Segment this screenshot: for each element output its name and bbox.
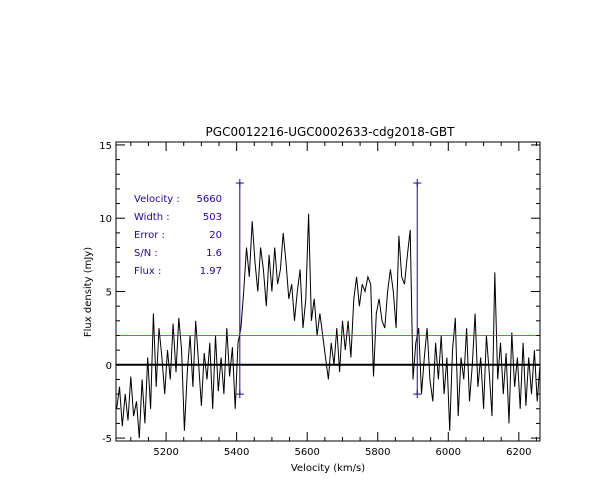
x-tick-label: 5600: [294, 447, 319, 458]
y-tick-label: 15: [99, 141, 112, 152]
y-tick-label: 10: [99, 214, 112, 225]
info-value: 20: [209, 230, 222, 241]
plot-frame: [115, 141, 541, 442]
info-label: Velocity :: [134, 194, 180, 205]
x-tick-label: 6200: [506, 447, 531, 458]
plot-area: [116, 179, 540, 439]
spectrum-line: [116, 213, 540, 439]
chart-title: PGC0012216-UGC0002633-cdg2018-GBT: [206, 125, 456, 139]
x-axis-label: Velocity (km/s): [291, 463, 365, 474]
y-axis-label: Flux density (mJy): [83, 247, 94, 337]
axes: 5200 5400 5600 5800 6000 6200 -5 0 5 10 15: [99, 141, 541, 458]
x-tick-label: 6000: [436, 447, 461, 458]
info-label: Flux :: [134, 266, 161, 277]
info-value: 503: [203, 212, 222, 223]
info-value: 1.6: [206, 248, 222, 259]
info-label: S/N :: [134, 248, 158, 259]
y-tick-label: 5: [106, 288, 112, 299]
info-value: 1.97: [200, 266, 222, 277]
y-tick-label: 0: [106, 361, 112, 372]
y-tick-label: -5: [102, 434, 112, 445]
x-tick-label: 5200: [153, 447, 178, 458]
x-tick-label: 5800: [365, 447, 390, 458]
info-box: Velocity : 5660 Width : 503 Error : 20 S/N : 1.…: [134, 194, 222, 277]
info-value: 5660: [197, 194, 222, 205]
info-label: Error :: [134, 230, 165, 241]
x-tick-label: 5400: [224, 447, 249, 458]
info-label: Width :: [134, 212, 170, 223]
